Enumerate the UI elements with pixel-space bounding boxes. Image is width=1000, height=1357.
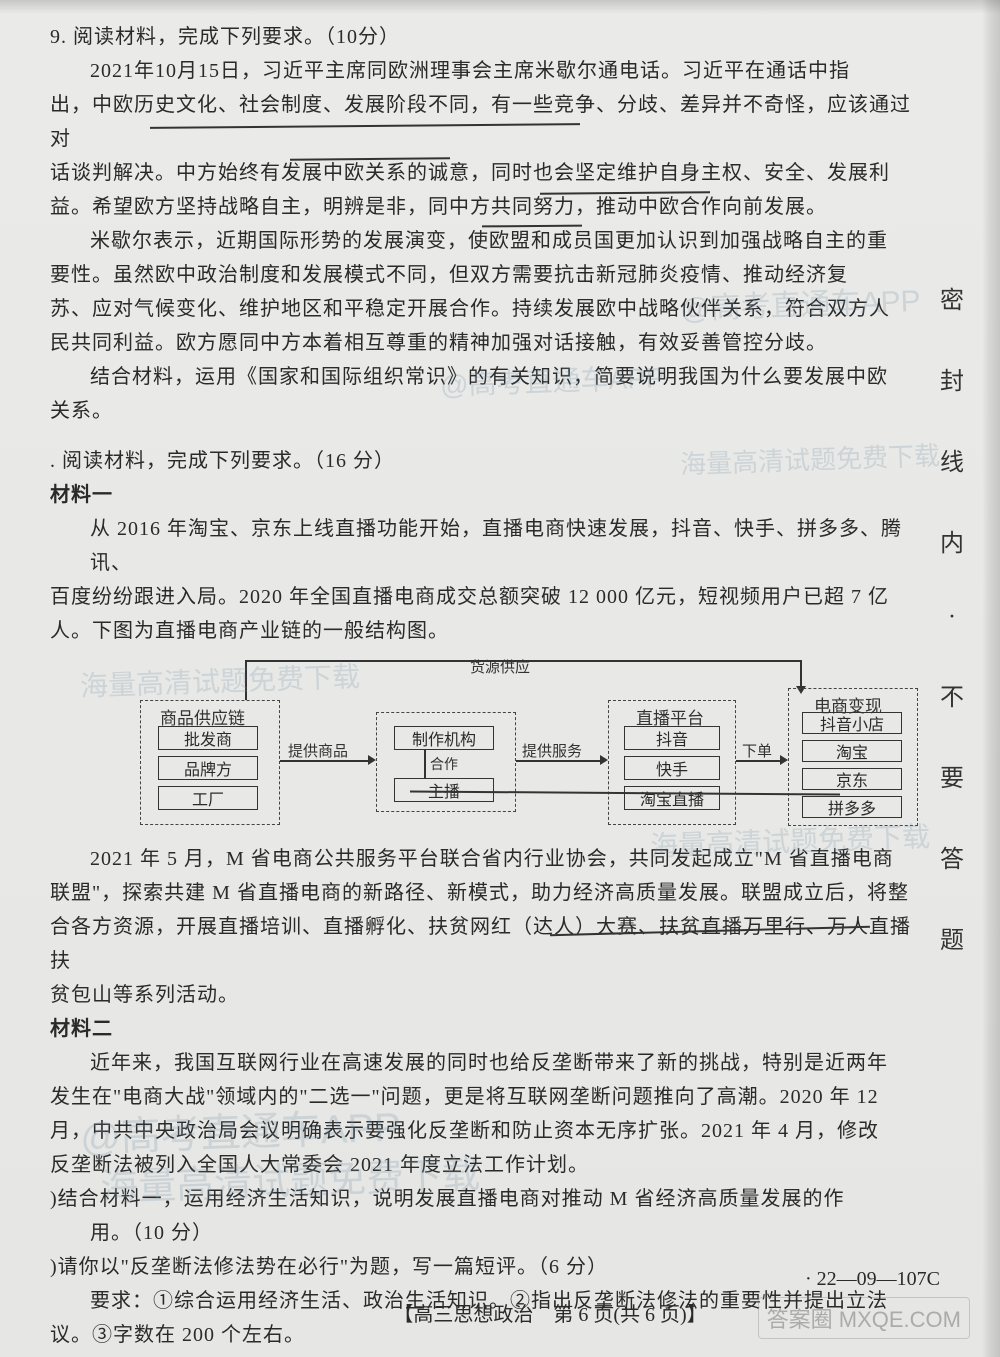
arrow-2-head-icon <box>600 755 608 765</box>
q9-q: 结合材料，运用《国家和国际组织常识》的有关知识，简要说明我国为什么要发展中欧 <box>50 360 920 394</box>
v6: 要 <box>940 758 964 793</box>
answer-logo: 答案圈 MXQE.COM <box>758 1297 970 1339</box>
q9-p1b: 出，中欧历史文化、社会制度、发展阶段不同，有一些竞争、分歧、差异并不奇怪，应该通… <box>50 88 920 156</box>
line-v-left <box>245 660 247 700</box>
middle-rel: 合作 <box>430 754 458 774</box>
mat1-a: 从 2016 年淘宝、京东上线直播功能开始，直播电商快速发展，抖音、快手、拼多多… <box>50 512 920 580</box>
v4: · <box>948 604 956 631</box>
mat2-b: 发生在"电商大战"领域内的"二选一"问题，更是将互联网垄断问题推向了高潮。202… <box>50 1080 920 1114</box>
mat2-head: 材料二 <box>50 1012 920 1046</box>
middle-0: 制作机构 <box>394 726 494 750</box>
q9-p2c: 苏、应对气候变化、维护地区和平稳定开展合作。持续发展欧中战略伙伴关系，符合双方人 <box>50 292 920 326</box>
subq2: )请你以"反垄断法修法势在必行"为题，写一篇短评。（6 分） <box>50 1250 920 1284</box>
q9-p2d: 民共同利益。欧方愿同中方本着相互尊重的精神加强对话接触，有效妥善管控分歧。 <box>50 326 920 360</box>
v5: 不 <box>940 677 964 712</box>
mat2-a: 近年来，我国互联网行业在高速发展的同时也给反垄断带来了新的挑战，特别是近两年 <box>50 1046 920 1080</box>
subq1-b: 用。（10 分） <box>50 1216 920 1250</box>
v0: 密 <box>940 280 964 315</box>
v8: 题 <box>940 920 964 955</box>
supply-1: 品牌方 <box>158 756 258 780</box>
q9-p2b: 要性。虽然欧中政治制度和发展模式不同，但双方需要抗击新冠肺炎疫情、推动经济复 <box>50 258 920 292</box>
q9-head: 9. 阅读材料，完成下列要求。（10分） <box>50 20 920 54</box>
arrow-1-head-icon <box>368 755 376 765</box>
v3: 内 <box>940 523 964 558</box>
ecom-1: 淘宝 <box>802 740 902 762</box>
platform-2: 淘宝直播 <box>624 786 720 810</box>
mat1p2-b: 联盟"，探索共建 M 省直播电商的新路径、新模式，助力经济高质量发展。联盟成立后… <box>50 876 920 910</box>
q-read: . 阅读材料，完成下列要求。（16 分） <box>50 444 920 478</box>
ecom-0: 抖音小店 <box>802 712 902 734</box>
mat1p2-a: 2021 年 5 月，M 省电商公共服务平台联合省内行业协会，共同发起成立"M … <box>50 842 920 876</box>
supply-2: 工厂 <box>158 786 258 810</box>
mat1p2-c: 合各方资源，开展直播培训、直播孵化、扶贫网红（达人）大赛、扶贫直播万里行、万人直… <box>50 910 920 978</box>
q9-p1c: 话谈判解决。中方始终有发展中欧关系的诚意，同时也会坚定维护自身主权、安全、发展利 <box>50 156 920 190</box>
flow3-label: 提供服务 <box>522 740 582 761</box>
flow1-label: 货源供应 <box>470 656 530 677</box>
mid-line-v <box>424 750 426 778</box>
q9-p1d: 益。希望欧方坚持战略自主，明辨是非，同中方共同努力，推动中欧合作向前发展。 <box>50 190 920 224</box>
line-v-right <box>800 660 802 688</box>
top-shadow <box>0 0 1000 14</box>
mat1-c: 人。下图为直播电商产业链的一般结构图。 <box>50 614 920 648</box>
flow2-label: 提供商品 <box>288 740 348 761</box>
diagram: 货源供应 商品供应链 批发商 品牌方 工厂 提供商品 制作机构 合作 主播 提供… <box>80 660 950 830</box>
platform-1: 快手 <box>624 756 720 780</box>
mat1-head: 材料一 <box>50 478 920 512</box>
right-edge <box>982 0 1000 1357</box>
content-area: 9. 阅读材料，完成下列要求。（10分） 2021年10月15日，习近平主席同欧… <box>50 20 920 1352</box>
ecom-2: 京东 <box>802 768 902 790</box>
v7: 答 <box>940 839 964 874</box>
v2: 线 <box>940 442 964 477</box>
question-9: 9. 阅读材料，完成下列要求。（10分） 2021年10月15日，习近平主席同欧… <box>50 20 920 428</box>
ecom-3: 拼多多 <box>802 796 902 818</box>
mat2-c: 月，中共中央政治局会议明确表示要强化反垄断和防止资本无序扩张。2021 年 4 … <box>50 1114 920 1148</box>
q9-q2: 关系。 <box>50 394 920 428</box>
q9-p2a: 米歇尔表示，近期国际形势的发展演变，使欧盟和成员国更加认识到加强战略自主的重 <box>50 224 920 258</box>
margin-text: 密 封 线 内 · 不 要 答 题 <box>932 280 972 955</box>
flow4-label: 下单 <box>742 740 772 761</box>
q9-p1a: 2021年10月15日，习近平主席同欧洲理事会主席米歇尔通电话。习近平在通话中指 <box>50 54 920 88</box>
arrow-3-head-icon <box>780 755 788 765</box>
subq1-a: )结合材料一，运用经济生活知识，说明发展直播电商对推动 M 省经济高质量发展的作 <box>50 1182 920 1216</box>
page: 9. 阅读材料，完成下列要求。（10分） 2021年10月15日，习近平主席同欧… <box>0 0 1000 1357</box>
mat1-b: 百度纷纷跟进入局。2020 年全国直播电商成交总额突破 12 000 亿元，短视… <box>50 580 920 614</box>
v1: 封 <box>940 361 964 396</box>
supply-0: 批发商 <box>158 726 258 750</box>
mat1p2-d: 贫包山等系列活动。 <box>50 978 920 1012</box>
platform-0: 抖音 <box>624 726 720 750</box>
mat2-d: 反垄断法被列入全国人大常委会 2021 年度立法工作计划。 <box>50 1148 920 1182</box>
footer-code: · 22—09—107C <box>805 1268 940 1291</box>
